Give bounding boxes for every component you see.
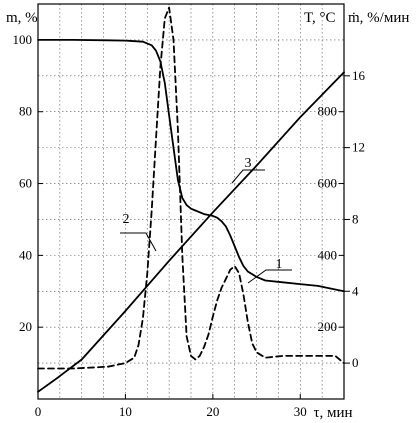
grid <box>38 4 344 399</box>
y-rate-tick-label: 16 <box>352 68 366 83</box>
y-rate-tick-label: 4 <box>352 283 359 298</box>
y-temperature-axis-title: T, °C <box>304 10 336 26</box>
y-left-tick-label: 80 <box>19 104 32 119</box>
x-tick-label: 10 <box>119 404 132 419</box>
y-temperature-tick-label: 200 <box>318 319 338 334</box>
y-temperature-tick-label: 400 <box>318 247 338 262</box>
series-label-1: 1 <box>276 257 283 272</box>
series-line-1 <box>37 39 345 293</box>
callout-line-1 <box>247 269 292 284</box>
y-temperature-tick-label: 800 <box>318 104 338 119</box>
series-group <box>37 6 345 393</box>
x-tick-label: 30 <box>294 404 307 419</box>
x-axis-title: τ, мин <box>313 405 352 421</box>
y-rate-tick-label: 8 <box>352 211 359 226</box>
callout-line-3 <box>231 169 265 184</box>
series-label-2: 2 <box>123 212 130 227</box>
plot-frame <box>37 3 345 400</box>
y-temperature-tick-label: 600 <box>318 176 338 191</box>
y-rate-tick-label: 0 <box>352 355 359 370</box>
series-line-3 <box>37 71 345 393</box>
x-tick-label: 20 <box>206 404 219 419</box>
callout-line-2 <box>120 232 157 252</box>
y-left-tick-label: 40 <box>19 247 32 262</box>
series-callouts: 1 2 3 <box>120 156 292 284</box>
y-left-axis-title: m, % <box>6 10 38 26</box>
y-left-tick-label: 60 <box>19 176 32 191</box>
y-left-tick-label: 20 <box>19 319 32 334</box>
y-rate-tick-label: 12 <box>352 140 365 155</box>
y-rate-axis-title: ṁ, %/мин <box>348 10 409 26</box>
x-tick-label: 0 <box>35 404 42 419</box>
y-left-tick-label: 100 <box>13 32 33 47</box>
series-label-3: 3 <box>245 156 252 171</box>
series-line-2 <box>37 6 345 370</box>
